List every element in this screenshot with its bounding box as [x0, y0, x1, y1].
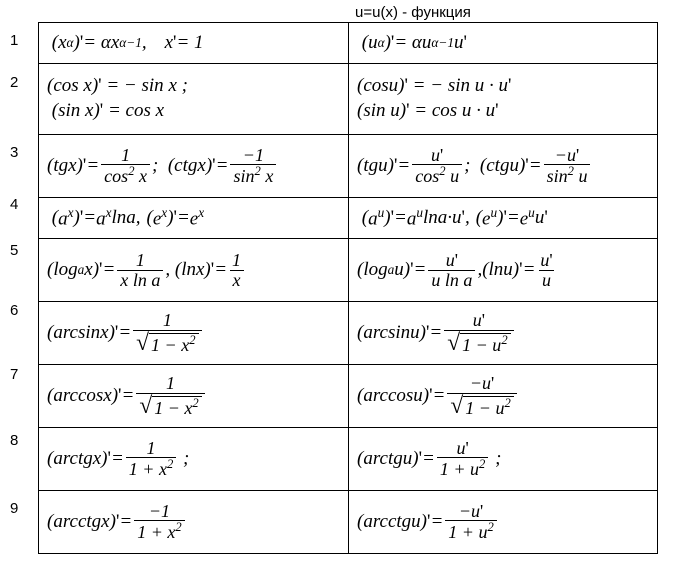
row-num: 6	[10, 302, 18, 319]
cell-r6c1: (arcsinx)' = 11 − x2	[39, 302, 348, 364]
cell-r2c2: (cosu)' = − sin u · u' (sin u)' = cos u …	[348, 64, 657, 134]
row-num: 2	[10, 74, 18, 91]
table-row: (arctgx)' = 11 + x2 ; (arctgu)' = u'1 + …	[39, 427, 657, 490]
cell-r9c2: (arcctgu)' = −u'1 + u2	[348, 491, 657, 553]
table-row: (cos x)' = − sin x ; (sin x)' = cos x (c…	[39, 63, 657, 134]
cell-r5c1: (loga x)' = 1x ln a , (ln x)' = 1x	[39, 239, 348, 301]
table-row: (loga x)' = 1x ln a , (ln x)' = 1x (loga…	[39, 238, 657, 301]
cell-r1c1: (xα)' = αxα−1,x' = 1	[39, 23, 348, 63]
row-num: 3	[10, 144, 18, 161]
table-row: (arcsinx)' = 11 − x2 (arcsinu)' = u'1 − …	[39, 301, 657, 364]
cell-r7c2: (arccosu)' = −u'1 − u2	[348, 365, 657, 427]
row-num: 7	[10, 366, 18, 383]
table-header: u=u(x) - функция	[355, 4, 471, 21]
cell-r1c2: (uα)' = αuα−1u'	[348, 23, 657, 63]
row-num: 9	[10, 500, 18, 517]
cell-r4c1: (ax)' = ax ln a, (ex)' = ex	[39, 198, 348, 238]
formula-line: (sin x)' = cos x	[47, 101, 164, 122]
formula-line: (cosu)' = − sin u · u'	[357, 76, 511, 97]
cell-r4c2: (au)' = au ln a · u',(eu)' = euu'	[348, 198, 657, 238]
table-row: (ax)' = ax ln a, (ex)' = ex (au)' = au l…	[39, 197, 657, 238]
table-row: (arccosx)' = 11 − x2 (arccosu)' = −u'1 −…	[39, 364, 657, 427]
table-row: (arcctgx)' = −11 + x2 (arcctgu)' = −u'1 …	[39, 490, 657, 553]
cell-r3c1: (tgx)' = 1cos2 x ; (ctgx)' = −1sin2 x	[39, 135, 348, 197]
cell-r2c1: (cos x)' = − sin x ; (sin x)' = cos x	[39, 64, 348, 134]
cell-r6c2: (arcsinu)' = u'1 − u2	[348, 302, 657, 364]
cell-r9c1: (arcctgx)' = −11 + x2	[39, 491, 348, 553]
table-row: (xα)' = αxα−1,x' = 1 (uα)' = αuα−1u'	[39, 23, 657, 63]
formula-line: (cos x)' = − sin x ;	[47, 76, 188, 97]
formula-line: (sin u)' = cos u · u'	[357, 101, 499, 122]
row-num: 8	[10, 432, 18, 449]
cell-r5c2: (loga u)' = u'u ln a ,(ln u)' = u'u	[348, 239, 657, 301]
cell-r8c1: (arctgx)' = 11 + x2 ;	[39, 428, 348, 490]
row-num: 1	[10, 32, 18, 49]
row-num: 4	[10, 196, 18, 213]
row-num: 5	[10, 242, 18, 259]
cell-r3c2: (tgu)' = u'cos2 u ; (ctgu)' = −u'sin2 u	[348, 135, 657, 197]
formula-table: (xα)' = αxα−1,x' = 1 (uα)' = αuα−1u' (co…	[38, 22, 658, 554]
cell-r7c1: (arccosx)' = 11 − x2	[39, 365, 348, 427]
cell-r8c2: (arctgu)' = u'1 + u2 ;	[348, 428, 657, 490]
table-row: (tgx)' = 1cos2 x ; (ctgx)' = −1sin2 x (t…	[39, 134, 657, 197]
